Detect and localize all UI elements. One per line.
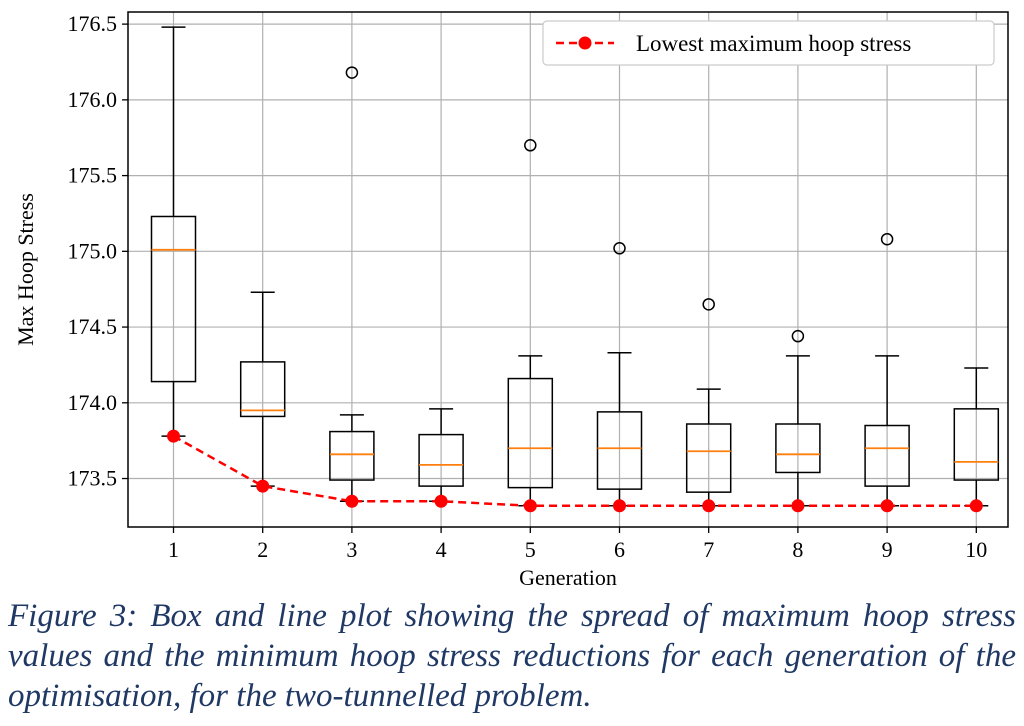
x-axis-label: Generation (519, 565, 617, 590)
legend-box (542, 20, 995, 66)
y-tick-label: 176.0 (68, 87, 118, 112)
x-tick-label: 4 (436, 537, 447, 562)
outlier-point (613, 242, 626, 255)
x-tick-label: 7 (703, 537, 714, 562)
x-tick-label: 3 (346, 537, 357, 562)
box-iqr (507, 377, 554, 489)
x-tick-label: 5 (525, 537, 536, 562)
box-iqr (685, 423, 732, 493)
x-tick-label: 1 (168, 537, 179, 562)
box-iqr (329, 430, 375, 481)
box-iqr (864, 424, 910, 487)
y-tick-label: 175.5 (68, 163, 118, 188)
box-iqr (239, 361, 286, 418)
box-iqr (775, 423, 821, 474)
outlier-point (702, 298, 715, 311)
outlier-point (524, 139, 537, 152)
box-iqr (150, 215, 197, 383)
series-line (172, 435, 977, 508)
y-axis-label: Max Hoop Stress (13, 193, 38, 346)
box-plot (596, 242, 643, 507)
y-tick-label: 174.5 (68, 314, 118, 339)
series-point (167, 429, 180, 443)
y-tick-label: 175.0 (68, 238, 118, 263)
x-tick-label: 2 (257, 537, 268, 562)
series-point (345, 494, 359, 508)
outlier-point (880, 232, 894, 246)
box-iqr (596, 411, 643, 490)
series-point (791, 499, 805, 513)
box-plot (685, 298, 732, 507)
box-plot (239, 291, 286, 487)
series-point (434, 494, 448, 508)
legend: Lowest maximum hoop stress (542, 20, 995, 66)
lowest-stress-series (167, 429, 983, 513)
series-point (702, 499, 716, 513)
figure-caption: Figure 3: Box and line plot showing the … (8, 598, 1016, 714)
series-point (969, 499, 983, 513)
legend-marker (578, 36, 592, 50)
outlier-point (345, 66, 359, 79)
x-tick-label: 9 (882, 537, 893, 562)
x-tick-label: 8 (792, 537, 803, 562)
y-axis-ticks: 173.5 174.0 174.5 175.0 175.5 176.0 176.5 (68, 11, 128, 491)
series-point (256, 479, 270, 493)
y-tick-label: 174.0 (68, 390, 118, 415)
grid-lines (128, 12, 1008, 527)
box-line-chart: 1 2 3 4 5 6 7 8 9 10 173.5 174.0 174.5 175.0 175.5 176… (13, 11, 1009, 590)
x-tick-label: 6 (614, 537, 625, 562)
box-plot (775, 329, 821, 507)
series-point (613, 499, 626, 513)
y-tick-label: 176.5 (68, 11, 118, 36)
box-plot (150, 26, 197, 437)
box-iqr (953, 408, 1000, 481)
y-tick-label: 173.5 (68, 466, 118, 491)
box-plots (150, 26, 1000, 507)
x-axis-ticks: 1 2 3 4 5 6 7 8 9 10 (168, 527, 987, 562)
plot-frame (127, 11, 1009, 528)
outlier-point (791, 329, 805, 343)
x-tick-label: 10 (965, 537, 987, 562)
legend-label: Lowest maximum hoop stress (636, 31, 911, 56)
series-point (880, 499, 894, 513)
series-point (523, 499, 537, 513)
box-iqr (418, 433, 464, 487)
